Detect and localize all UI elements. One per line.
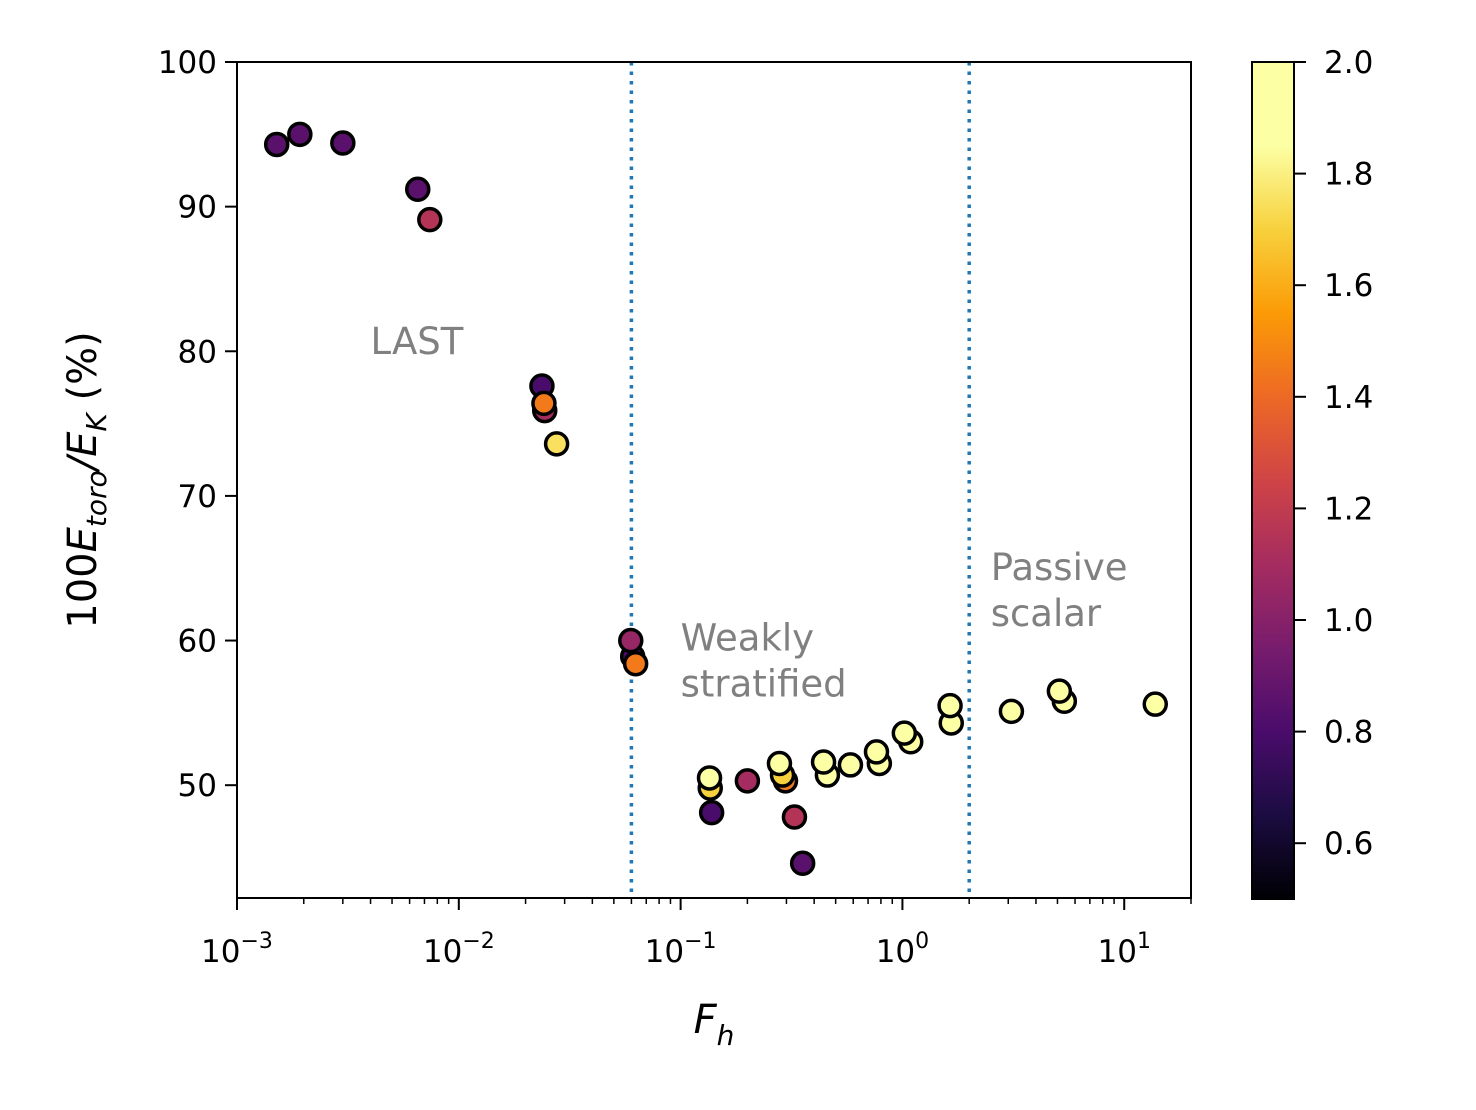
colorbar-tick-label: 1.8 <box>1324 157 1373 193</box>
colorbar-tick-label: 1.0 <box>1324 603 1373 639</box>
data-point <box>781 804 808 830</box>
data-point <box>698 799 725 826</box>
plot-frame <box>236 61 1192 899</box>
data-point <box>937 692 963 719</box>
annotation-line: scalar <box>991 592 1102 635</box>
region-annotation: Passive scalar <box>991 546 1128 635</box>
x-axis-label: Fh <box>694 997 735 1052</box>
colorbar-tick-label: 1.2 <box>1324 491 1373 527</box>
colorbar-tick-label: 1.4 <box>1324 380 1373 416</box>
colorbar-tick-label: 0.6 <box>1324 826 1373 862</box>
x-tick-exponent: −1 <box>684 929 716 954</box>
data-point <box>1142 691 1169 717</box>
x-tick-label: 10−1 <box>645 929 717 970</box>
data-point <box>837 752 864 778</box>
x-tick-label: 101 <box>1098 929 1151 970</box>
data-point <box>863 739 890 765</box>
data-point <box>998 698 1025 725</box>
x-tick-label: 10−3 <box>201 929 273 970</box>
x-tick-base: 10 <box>423 934 462 970</box>
y-axis: 50 60 70 80 90 100 <box>158 45 237 804</box>
annotation-line: stratified <box>681 663 847 706</box>
x-tick-exponent: 1 <box>1137 929 1151 954</box>
y-tick-label: 50 <box>178 768 217 804</box>
x-label-sub: h <box>717 1019 735 1052</box>
y-tick-label: 70 <box>178 479 217 515</box>
colorbar-gradient <box>1251 61 1295 900</box>
data-point <box>417 206 443 233</box>
x-tick-exponent: 0 <box>915 929 929 954</box>
data-point <box>766 750 793 777</box>
x-label-main: F <box>694 997 718 1043</box>
data-point <box>789 850 816 877</box>
data-point <box>263 131 290 158</box>
y-label-sub2: K <box>80 411 113 432</box>
y-axis-label: 100Etoro/EK (%) <box>60 331 113 628</box>
region-annotation: LAST <box>371 320 464 363</box>
y-label-prefix: 100 <box>60 552 106 628</box>
data-point <box>891 720 918 746</box>
x-axis: 10−3 10−2 10−1 100 101 <box>201 898 1192 970</box>
plot-background <box>237 62 1191 898</box>
data-point <box>810 749 837 775</box>
x-tick-exponent: −3 <box>241 929 273 954</box>
data-point <box>618 627 644 654</box>
x-tick-label: 10−2 <box>423 929 495 970</box>
y-tick-label: 100 <box>158 45 217 81</box>
data-point <box>330 130 356 156</box>
y-tick-label: 60 <box>178 624 217 660</box>
data-point <box>543 431 570 457</box>
colorbar-tick-label: 2.0 <box>1324 45 1373 81</box>
y-label-e1: E <box>60 526 106 552</box>
x-tick-label: 100 <box>876 929 929 970</box>
data-point <box>696 765 723 791</box>
colorbar-tick-label: 1.6 <box>1324 268 1373 304</box>
data-point <box>287 121 313 148</box>
y-label-slash: / <box>60 452 106 473</box>
annotation-line: Weakly <box>681 617 814 660</box>
y-tick-label: 80 <box>178 334 217 370</box>
y-label-e2: E <box>60 431 106 457</box>
y-tick-label: 90 <box>178 190 217 226</box>
colorbar: 0.6 0.8 1.0 1.2 1.4 1.6 1.8 2.0 <box>1251 45 1373 900</box>
colorbar-tick-label: 0.8 <box>1324 715 1373 751</box>
region-annotation: Weakly stratified <box>681 617 847 706</box>
y-label-sub1: toro <box>80 470 113 527</box>
x-tick-base: 10 <box>876 934 915 970</box>
x-tick-exponent: −2 <box>462 929 494 954</box>
x-tick-base: 10 <box>1098 934 1137 970</box>
data-point <box>405 176 431 203</box>
x-tick-base: 10 <box>645 934 684 970</box>
plot-area: LAST Weakly stratified Passive scalar <box>236 61 1192 899</box>
annotation-line: LAST <box>371 320 464 363</box>
x-tick-base: 10 <box>201 934 240 970</box>
annotation-line: Passive <box>991 546 1128 589</box>
data-point <box>1046 678 1073 704</box>
data-point <box>531 390 557 417</box>
data-point <box>622 650 649 677</box>
y-label-suffix: (%) <box>60 331 106 413</box>
data-point <box>734 768 761 794</box>
